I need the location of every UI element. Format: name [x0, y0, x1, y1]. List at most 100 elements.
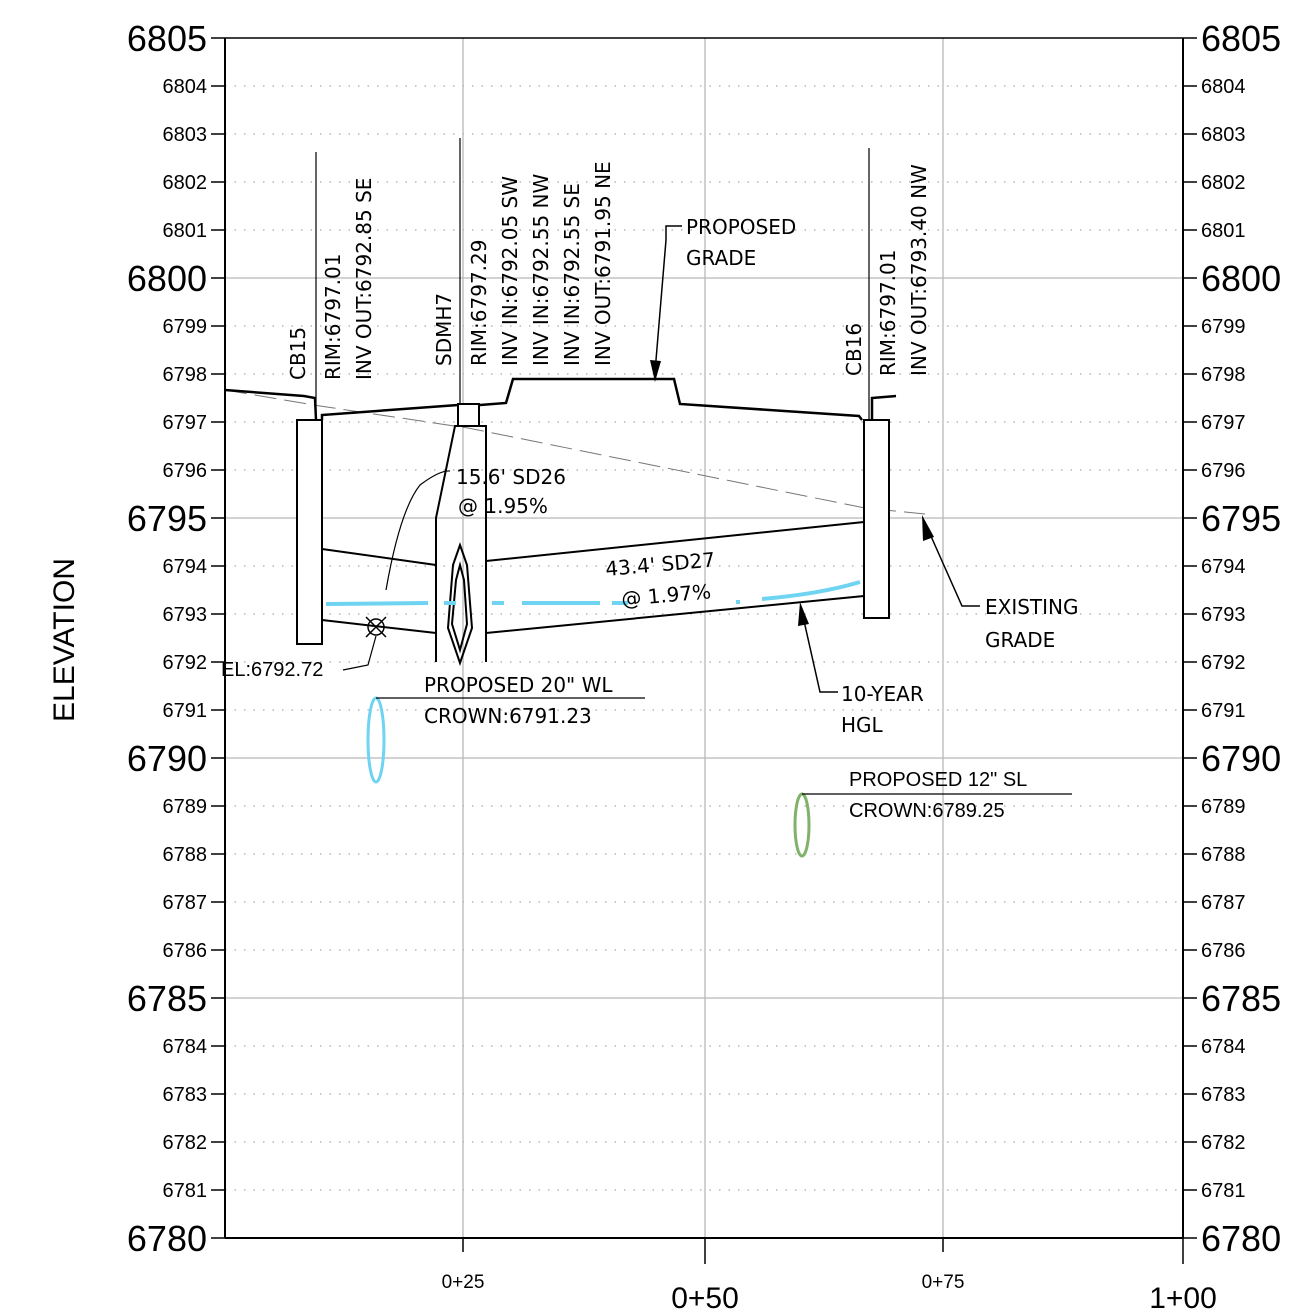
proposed-sl-crossing: [793, 792, 811, 858]
proposed-grade-segment-2: [479, 377, 863, 421]
elevation-label-right: 6782: [1201, 1132, 1246, 1154]
hgl-label-1: 10-YEAR: [841, 682, 924, 706]
elevation-label-right: 6791: [1201, 700, 1246, 722]
wl-label-2: CROWN:6791.23: [424, 704, 592, 728]
elevation-label-left: 6785: [127, 978, 207, 1019]
existing-grade-arrow: [922, 515, 934, 541]
hgl-label-2: HGL: [841, 713, 884, 737]
proposed-grade-label-2: GRADE: [686, 246, 756, 270]
station-label-0-50: 0+50: [671, 1282, 739, 1313]
elevation-label-left: 6802: [163, 172, 208, 194]
elevation-label-right: 6788: [1201, 844, 1246, 866]
elevation-label-left: 6780: [127, 1218, 207, 1259]
sdmh7-structure: [435, 425, 487, 662]
elevation-label-left: 6796: [163, 460, 208, 482]
elevation-label-right: 6786: [1201, 940, 1246, 962]
elevation-label-left: 6795: [127, 498, 207, 539]
elevation-label-left: 6792: [163, 652, 208, 674]
sdmh7-inv-2: INV IN:6792.55 NW: [529, 173, 553, 366]
elevation-label-right: 6797: [1201, 412, 1246, 434]
elevation-label-left: 6786: [163, 940, 208, 962]
sd26-leader: [385, 470, 451, 591]
elevation-label-left: 6781: [163, 1180, 208, 1202]
sdmh7-inv-3: INV IN:6792.55 SE: [560, 183, 584, 366]
pipe-crossing-outer: [446, 541, 474, 667]
elevation-label-right: 6800: [1201, 258, 1281, 299]
elevation-label-left: 6787: [163, 892, 208, 914]
cb15-invert: INV OUT:6792.85 SE: [352, 178, 376, 380]
proposed-grade-arrow: [650, 360, 661, 382]
sd27-pipe-top: [485, 521, 865, 562]
elevation-label-right: 6780: [1201, 1218, 1281, 1259]
sdmh7-inv-4: INV OUT:6791.95 NE: [591, 161, 615, 366]
cb15-structure: [296, 419, 323, 645]
elevation-label-left: 6797: [163, 412, 208, 434]
hgl-line: [325, 580, 861, 606]
elevation-label-left: 6790: [127, 738, 207, 779]
elevation-label-right: 6802: [1201, 172, 1246, 194]
elevation-label-right: 6804: [1201, 76, 1246, 98]
sd26-pipe-invert: [321, 619, 437, 634]
cb16-invert: INV OUT:6793.40 NW: [907, 164, 931, 376]
cb16-rim: RIM:6797.01: [876, 250, 900, 377]
elevation-label-left: 6804: [163, 76, 208, 98]
elevation-label-right: 6785: [1201, 978, 1281, 1019]
elevation-label-right: 6805: [1201, 18, 1281, 59]
cb16-structure: [863, 419, 890, 619]
axis-ticks: [211, 37, 1197, 1264]
proposed-grade-left: [224, 388, 318, 421]
sd27-slope: @ 1.97%: [620, 579, 712, 611]
sdmh7-name: SDMH7: [432, 293, 456, 366]
elevation-label-right: 6799: [1201, 316, 1246, 338]
elevation-label-left: 6782: [163, 1132, 208, 1154]
elevation-label-left: 6793: [163, 604, 208, 626]
elevation-label-left: 6803: [163, 124, 208, 146]
proposed-grade-segment-1: [320, 403, 459, 420]
sl-label-2: CROWN:6789.25: [849, 800, 1005, 822]
pipe-crossing-inner: [450, 561, 469, 654]
elevation-label-left: 6794: [163, 556, 208, 578]
el-label: EL:6792.72: [221, 659, 323, 681]
cb15-rim: RIM:6797.01: [321, 254, 345, 381]
elevation-label-left: 6801: [163, 220, 208, 242]
sd27-length: 43.4' SD27: [604, 547, 716, 580]
elevation-label-left: 6791: [163, 700, 208, 722]
elevation-label-right: 6787: [1201, 892, 1246, 914]
elevation-label-right: 6790: [1201, 738, 1281, 779]
elevation-label-right: 6795: [1201, 498, 1281, 539]
elevation-label-left: 6784: [163, 1036, 208, 1058]
minor-grid: [225, 85, 1183, 1191]
elevation-label-left: 6783: [163, 1084, 208, 1106]
elevation-label-right: 6784: [1201, 1036, 1246, 1058]
sl-label-1: PROPOSED 12" SL: [849, 769, 1027, 791]
proposed-grade-segment-3: [870, 394, 897, 420]
left-elevation-labels: 6805 6804 6803 6802 6801 6800 6799 6798 6797 6796…: [127, 18, 207, 1259]
hgl-leader: [801, 611, 838, 693]
elevation-label-right: 6803: [1201, 124, 1246, 146]
sdmh7-rim: RIM:6797.29: [467, 240, 491, 367]
existing-grade-label-1: EXISTING: [985, 595, 1079, 619]
elevation-label-left: 6789: [163, 796, 208, 818]
cb16-name: CB16: [842, 323, 866, 376]
sd26-length: 15.6' SD26: [456, 465, 566, 489]
existing-grade-leader: [925, 524, 980, 607]
elevation-label-left: 6805: [127, 18, 207, 59]
sdmh7-inv-1: INV IN:6792.05 SW: [498, 176, 522, 366]
right-elevation-labels: 6805 6804 6803 6802 6801 6800 6799 6798 6797 6796…: [1201, 18, 1281, 1259]
elevation-label-left: 6798: [163, 364, 208, 386]
elevation-label-right: 6798: [1201, 364, 1246, 386]
wl-label-1: PROPOSED 20" WL: [424, 673, 613, 697]
existing-grade-line: [224, 389, 926, 515]
proposed-grade-label-1: PROPOSED: [686, 215, 796, 239]
elevation-label-right: 6792: [1201, 652, 1246, 674]
elevation-label-right: 6794: [1201, 556, 1246, 578]
elevation-label-right: 6793: [1201, 604, 1246, 626]
elevation-label-left: 6788: [163, 844, 208, 866]
station-label-0-25: 0+25: [442, 1272, 485, 1293]
sd26-pipe-top: [321, 548, 437, 566]
elevation-label-left: 6800: [127, 258, 207, 299]
existing-grade-label-2: GRADE: [985, 628, 1055, 652]
station-label-0-75: 0+75: [922, 1272, 965, 1293]
sd27-pipe-invert: [485, 595, 865, 634]
